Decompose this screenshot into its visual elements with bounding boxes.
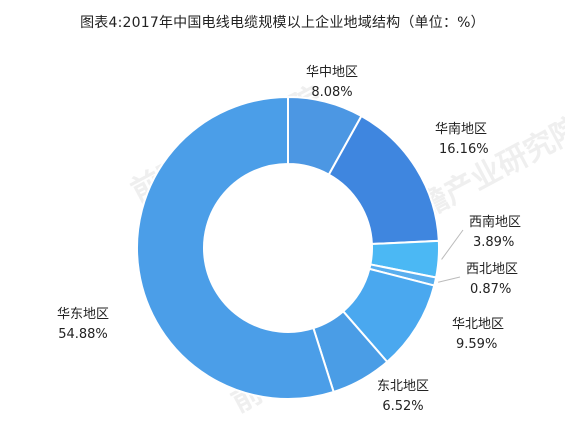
slice-value-label: 3.89%: [473, 235, 514, 250]
donut-slices: [136, 95, 440, 400]
slice-name-label: 华东地区: [57, 307, 109, 322]
slice-value-label: 16.16%: [439, 142, 489, 157]
slice-name-label: 华南地区: [435, 121, 487, 137]
leader-line-西北地区: [438, 276, 461, 283]
leader-line-西南地区: [441, 229, 464, 260]
slice-value-label: 54.88%: [58, 327, 108, 342]
slice-value-label: 0.87%: [470, 282, 511, 297]
slice-value-label: 6.52%: [382, 399, 423, 414]
slice-value-label: 9.59%: [456, 337, 497, 352]
slice-name-label: 西北地区: [466, 262, 518, 277]
slice-labels: 华中地区 8.08% 华南地区 16.16% 西南地区 3.89% 西北地区 0.87% 华北地…: [57, 65, 521, 414]
slice-name-label: 华中地区: [306, 65, 358, 80]
slice-name-label: 东北地区: [377, 379, 429, 394]
leader-lines: [438, 229, 464, 283]
slice-value-label: 8.08%: [311, 85, 352, 100]
slice-name-label: 华北地区: [452, 317, 504, 332]
slice-name-label: 西南地区: [469, 214, 521, 230]
chart-title: 图表4:2017年中国电线电缆规模以上企业地域结构（单位：%）: [80, 15, 485, 31]
slice-华东地区: [136, 95, 335, 400]
